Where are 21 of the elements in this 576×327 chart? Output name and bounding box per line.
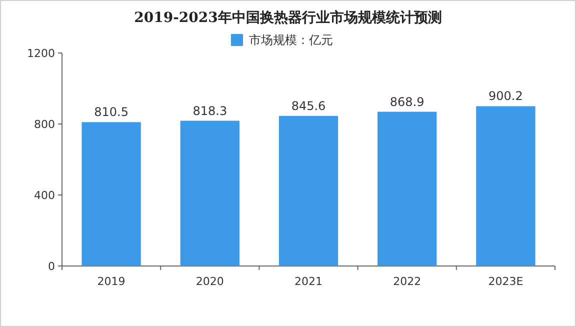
bar xyxy=(180,120,240,266)
x-tick-label: 2020 xyxy=(196,275,224,288)
x-tick-label: 2021 xyxy=(294,275,322,288)
data-label: 900.2 xyxy=(488,89,523,104)
data-label: 818.3 xyxy=(192,104,228,118)
data-label: 868.9 xyxy=(390,94,424,109)
y-tick-label: 1200 xyxy=(27,47,55,60)
x-tick-label: 2019 xyxy=(97,275,126,288)
bar xyxy=(82,122,141,266)
y-tick-label: 0 xyxy=(48,260,55,273)
bar xyxy=(476,106,536,266)
y-tick-label: 400 xyxy=(34,189,55,202)
legend-label: 市场规模：亿元 xyxy=(249,33,333,47)
bar xyxy=(378,112,437,266)
x-tick-label: 2022 xyxy=(393,275,422,288)
bar xyxy=(278,116,338,266)
data-label: 845.6 xyxy=(291,98,326,113)
chart-title: 2019-2023年中国换热器行业市场规模统计预测 xyxy=(134,9,442,26)
data-label: 810.5 xyxy=(94,105,128,120)
y-tick-label: 800 xyxy=(34,118,55,131)
x-tick-label: 2023E xyxy=(488,275,524,288)
